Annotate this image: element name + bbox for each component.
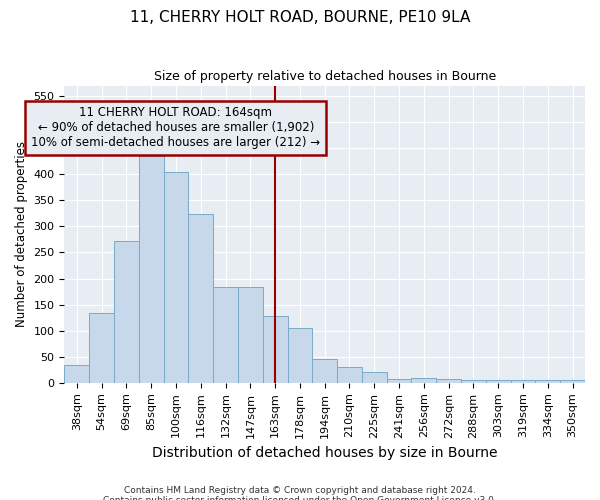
Text: 11, CHERRY HOLT ROAD, BOURNE, PE10 9LA: 11, CHERRY HOLT ROAD, BOURNE, PE10 9LA: [130, 10, 470, 25]
Bar: [535, 380, 560, 383]
X-axis label: Distribution of detached houses by size in Bourne: Distribution of detached houses by size …: [152, 446, 497, 460]
Bar: [64, 364, 89, 383]
Bar: [436, 379, 461, 383]
Bar: [486, 380, 511, 383]
Bar: [362, 372, 386, 383]
Bar: [386, 379, 412, 383]
Bar: [164, 172, 188, 383]
Bar: [139, 156, 164, 383]
Title: Size of property relative to detached houses in Bourne: Size of property relative to detached ho…: [154, 70, 496, 83]
Bar: [412, 378, 436, 383]
Bar: [313, 359, 337, 383]
Bar: [213, 288, 238, 383]
Bar: [263, 316, 287, 383]
Bar: [287, 328, 313, 383]
Bar: [511, 380, 535, 383]
Bar: [560, 380, 585, 383]
Text: 11 CHERRY HOLT ROAD: 164sqm
← 90% of detached houses are smaller (1,902)
10% of : 11 CHERRY HOLT ROAD: 164sqm ← 90% of det…: [31, 106, 320, 150]
Bar: [461, 380, 486, 383]
Text: Contains public sector information licensed under the Open Government Licence v3: Contains public sector information licen…: [103, 496, 497, 500]
Bar: [114, 241, 139, 383]
Bar: [188, 214, 213, 383]
Y-axis label: Number of detached properties: Number of detached properties: [15, 141, 28, 327]
Text: Contains HM Land Registry data © Crown copyright and database right 2024.: Contains HM Land Registry data © Crown c…: [124, 486, 476, 495]
Bar: [89, 314, 114, 383]
Bar: [238, 288, 263, 383]
Bar: [337, 367, 362, 383]
